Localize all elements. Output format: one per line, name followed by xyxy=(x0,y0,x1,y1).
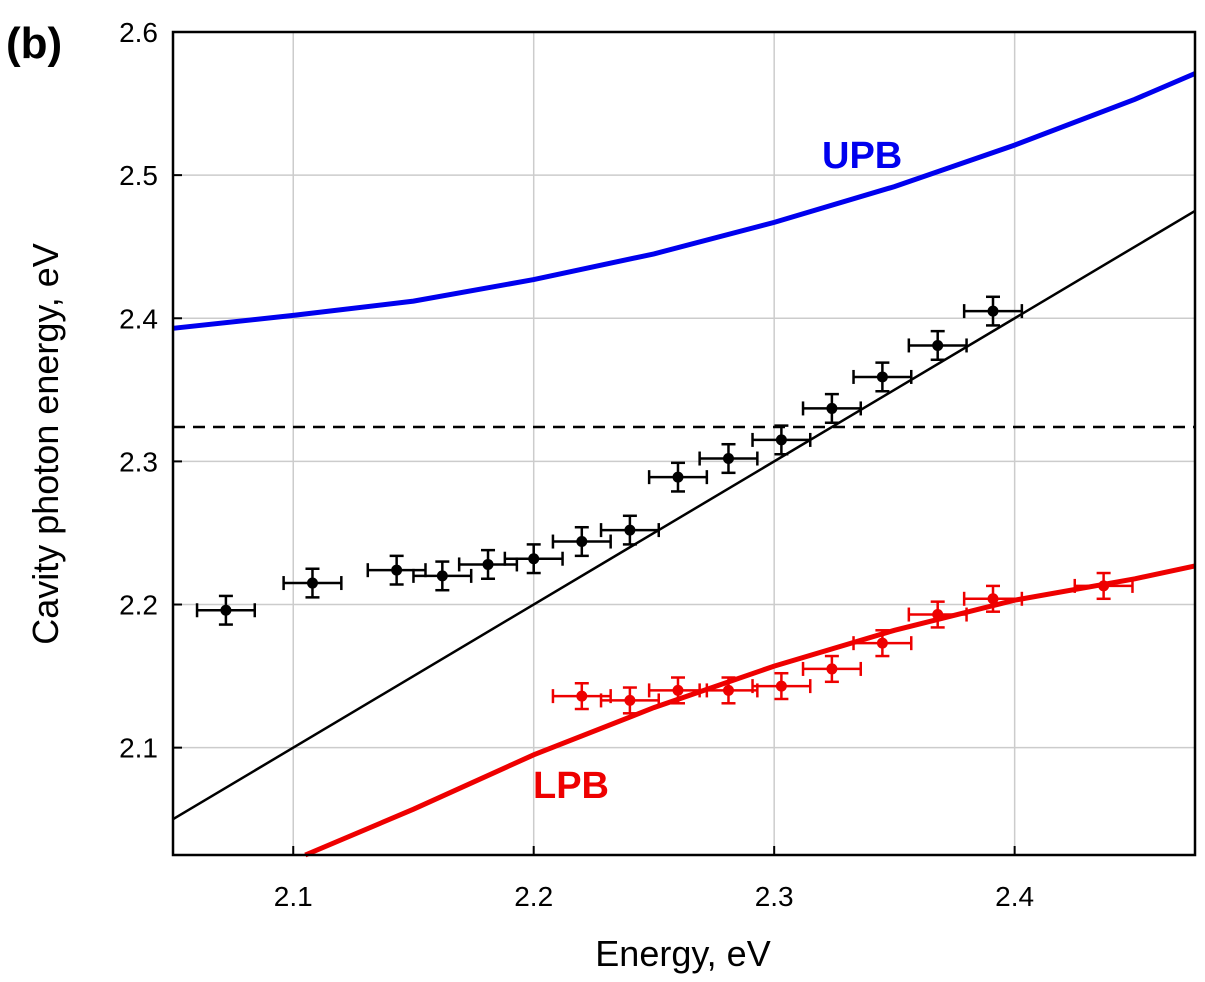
upb-curve xyxy=(172,71,1196,331)
data-marker xyxy=(220,604,232,616)
red-data-point xyxy=(907,600,968,629)
data-marker xyxy=(672,471,684,483)
x-tick-label: 2.3 xyxy=(755,881,794,912)
data-marker xyxy=(775,680,787,692)
data-marker xyxy=(987,593,999,605)
black-data-point xyxy=(282,567,343,599)
x-tick-label: 2.4 xyxy=(995,881,1034,912)
x-axis-title: Energy, eV xyxy=(595,933,770,974)
plot-frame xyxy=(171,30,1197,857)
data-marker xyxy=(1098,580,1110,592)
data-marker xyxy=(624,694,636,706)
y-axis-ticks: 2.1 2.2 2.3 2.4 2.5 2.6 xyxy=(119,17,182,764)
y-tick-label: 2.4 xyxy=(119,303,158,334)
data-marker xyxy=(987,305,999,317)
red-data-point xyxy=(751,671,812,701)
y-tick-label: 2.3 xyxy=(119,446,158,477)
data-marker xyxy=(876,637,888,649)
red-data-point xyxy=(962,584,1024,613)
data-marker xyxy=(624,524,636,536)
data-marker xyxy=(306,577,318,589)
x-tick-label: 2.1 xyxy=(274,881,313,912)
data-marker xyxy=(391,564,403,576)
y-tick-label: 2.1 xyxy=(119,733,158,764)
x-axis-ticks: 2.1 2.2 2.3 2.4 xyxy=(274,846,1034,912)
black-data-point xyxy=(503,543,564,575)
data-marker xyxy=(826,663,838,675)
x-tick-label: 2.2 xyxy=(514,881,553,912)
panel-label: (b) xyxy=(6,19,62,68)
data-marker xyxy=(482,558,494,570)
y-tick-label: 2.6 xyxy=(119,17,158,48)
black-data-point xyxy=(852,361,913,393)
lpb-label: LPB xyxy=(533,765,609,807)
red-data-points xyxy=(551,571,1134,715)
black-data-point xyxy=(647,461,709,493)
red-data-point xyxy=(852,629,913,658)
black-data-point xyxy=(599,514,661,546)
black-data-point xyxy=(907,329,968,362)
black-data-point xyxy=(457,548,519,581)
data-marker xyxy=(932,339,944,351)
data-marker xyxy=(436,570,448,582)
data-marker xyxy=(876,371,888,383)
black-data-point xyxy=(962,295,1024,327)
data-marker xyxy=(576,690,588,702)
red-data-point xyxy=(599,686,661,715)
red-data-point xyxy=(698,676,759,705)
upb-label: UPB xyxy=(822,135,902,177)
y-axis-title: Cavity photon energy, eV xyxy=(25,243,66,645)
grid xyxy=(173,31,1195,855)
black-data-points xyxy=(195,295,1024,626)
black-data-point xyxy=(698,442,759,475)
y-tick-label: 2.5 xyxy=(119,160,158,191)
lpb-curve xyxy=(304,563,1196,858)
red-data-point xyxy=(1073,571,1134,601)
black-data-point xyxy=(412,560,473,592)
black-data-point xyxy=(751,424,812,456)
black-data-point xyxy=(551,525,612,558)
data-marker xyxy=(576,536,588,548)
data-marker xyxy=(722,453,734,465)
data-marker xyxy=(722,684,734,696)
data-marker xyxy=(826,402,838,414)
red-data-point xyxy=(801,654,862,684)
red-data-point xyxy=(647,676,709,705)
black-data-point xyxy=(801,392,862,424)
data-marker xyxy=(932,609,944,621)
black-data-point xyxy=(195,594,257,626)
data-marker xyxy=(775,434,787,446)
diagonal-line xyxy=(172,209,1196,821)
data-marker xyxy=(672,684,684,696)
black-data-point xyxy=(366,554,427,586)
data-marker xyxy=(528,553,540,565)
y-tick-label: 2.2 xyxy=(119,590,158,621)
